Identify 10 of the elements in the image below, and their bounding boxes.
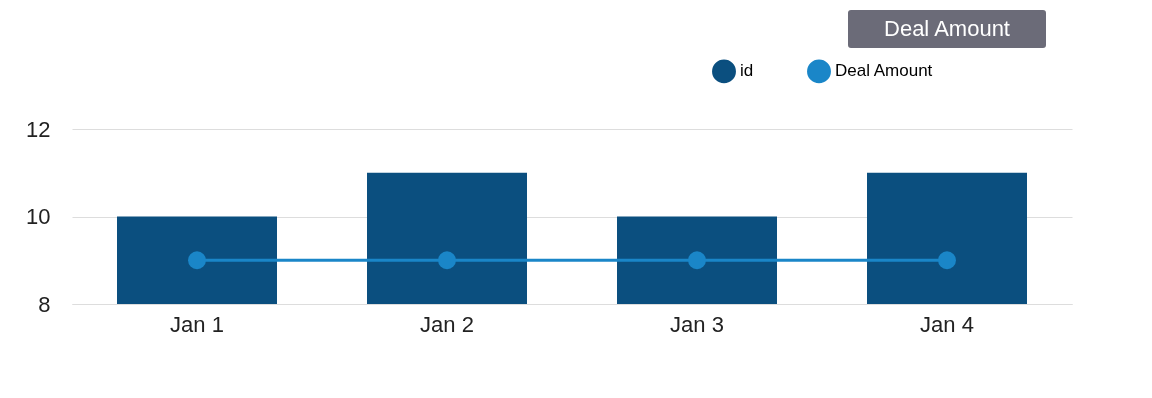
x-tick-label: Jan 3 bbox=[670, 311, 724, 337]
legend-label: Deal Amount bbox=[835, 61, 933, 81]
legend-label: id bbox=[740, 61, 754, 81]
x-tick-label: Jan 2 bbox=[420, 311, 474, 337]
y-tick-label: 10 bbox=[26, 204, 51, 229]
x-tick-label: Jan 4 bbox=[920, 311, 974, 337]
y-tick-label: 8 bbox=[38, 291, 51, 317]
x-tick-label: Jan 1 bbox=[170, 311, 224, 337]
y-tick-label: 12 bbox=[26, 116, 51, 142]
text: Deal Amount bbox=[884, 16, 1010, 41]
